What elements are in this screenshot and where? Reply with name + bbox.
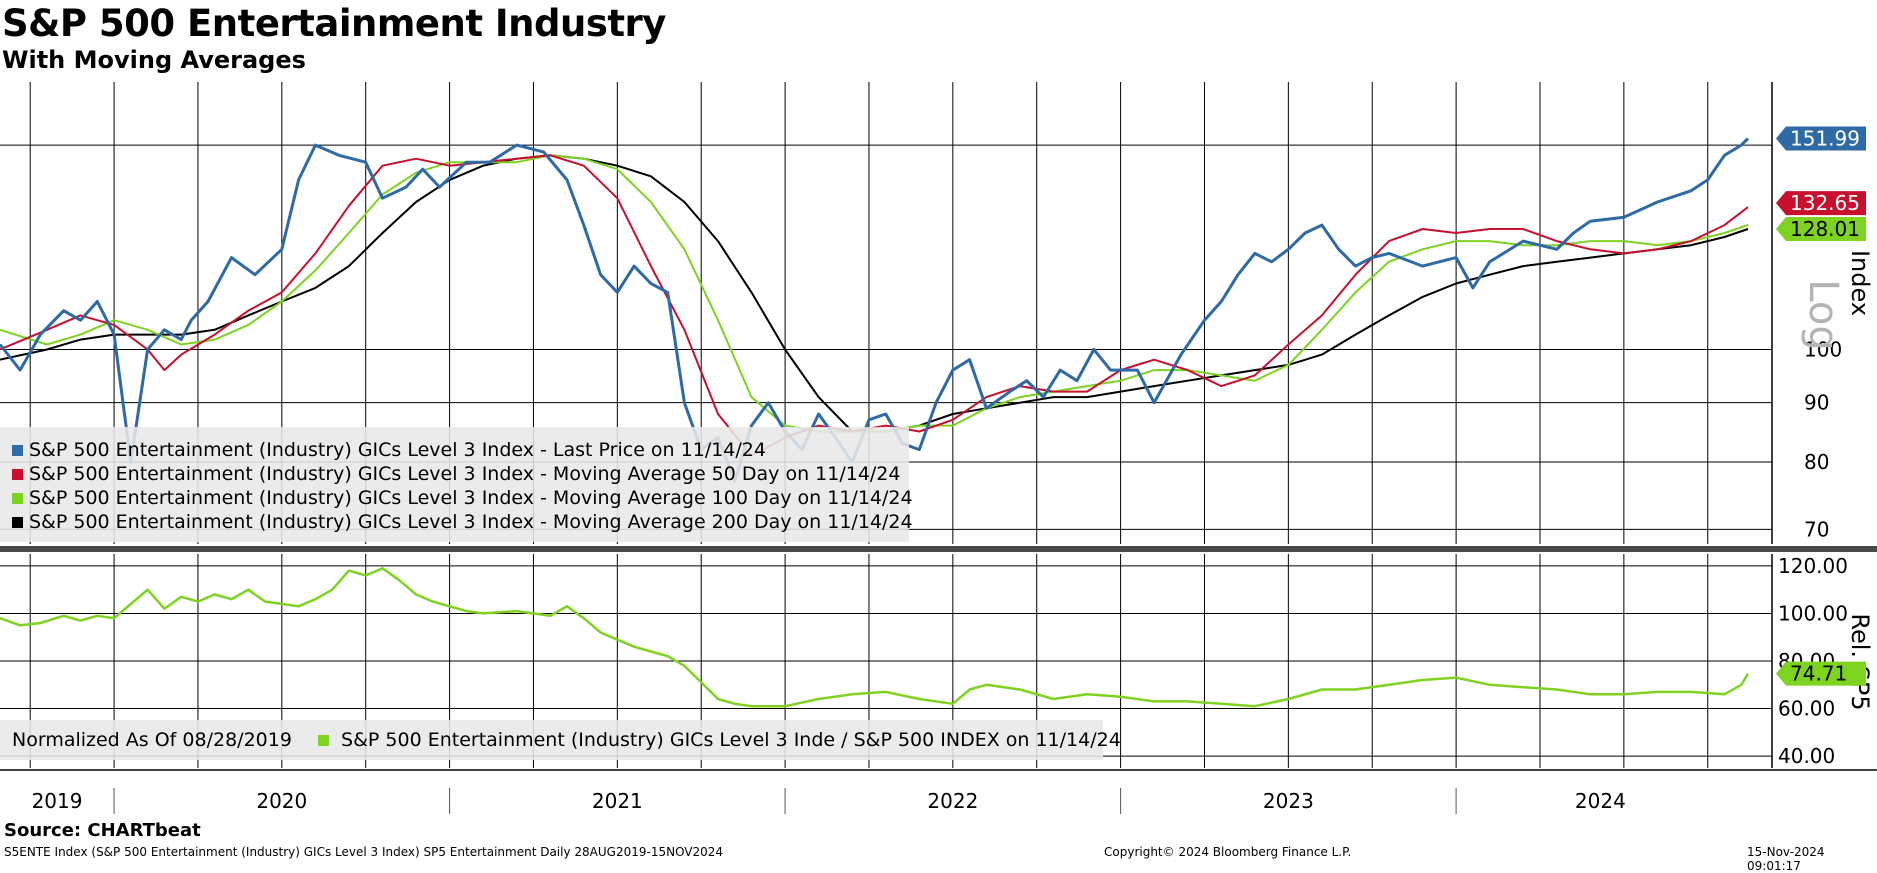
footer-copyright: Copyright© 2024 Bloomberg Finance L.P. bbox=[1104, 845, 1352, 859]
legend-swatch bbox=[12, 469, 23, 480]
y-tick-label: 40.00 bbox=[1778, 744, 1835, 768]
x-tick-label: 2020 bbox=[256, 789, 307, 813]
y-tick-label: 70 bbox=[1804, 517, 1829, 541]
value-badge: 151.99 bbox=[1776, 126, 1866, 151]
y-axis-title: Index bbox=[1846, 250, 1874, 316]
series-line-ma100 bbox=[0, 154, 1749, 433]
source-note: Source: CHARTbeat bbox=[4, 820, 201, 841]
chart-subtitle: With Moving Averages bbox=[2, 46, 306, 74]
footer-description: S5ENTE Index (S&P 500 Entertainment (Ind… bbox=[4, 845, 724, 859]
normalized-label: Normalized As Of 08/28/2019 bbox=[12, 729, 292, 751]
legend-swatch bbox=[12, 517, 23, 528]
series-line-ma200 bbox=[0, 154, 1749, 433]
value-badge-shape bbox=[1776, 191, 1866, 216]
legend-label: S&P 500 Entertainment (Industry) GICs Le… bbox=[29, 511, 913, 533]
legend-label: S&P 500 Entertainment (Industry) GICs Le… bbox=[29, 487, 913, 509]
legend-item-ma100: S&P 500 Entertainment (Industry) GICs Le… bbox=[12, 486, 913, 510]
legend-top: S&P 500 Entertainment (Industry) GICs Le… bbox=[0, 427, 913, 542]
legend-swatch bbox=[317, 735, 329, 746]
value-badge-label: 74.71 bbox=[1790, 662, 1847, 686]
legend-item-last-price: S&P 500 Entertainment (Industry) GICs Le… bbox=[12, 438, 909, 462]
value-badge: 128.01 bbox=[1776, 217, 1866, 242]
x-tick-label: 2024 bbox=[1575, 789, 1626, 813]
y-tick-label: 100 bbox=[1804, 338, 1842, 362]
value-badge-shape bbox=[1776, 217, 1866, 242]
y-tick-label: 60.00 bbox=[1778, 697, 1835, 721]
value-badge: 132.65 bbox=[1776, 191, 1866, 216]
legend-swatch bbox=[12, 493, 23, 504]
y-tick-label: 100.00 bbox=[1778, 601, 1848, 625]
value-badge-label: 128.01 bbox=[1790, 217, 1860, 241]
x-tick-label: 2021 bbox=[592, 789, 643, 813]
value-badge: 74.71 bbox=[1776, 661, 1866, 686]
x-tick-label: 2023 bbox=[1263, 789, 1314, 813]
x-tick-label: 2019 bbox=[32, 789, 83, 813]
panel-separator bbox=[0, 546, 1877, 552]
value-badge-shape bbox=[1776, 126, 1866, 151]
legend-item-ma200: S&P 500 Entertainment (Industry) GICs Le… bbox=[12, 510, 913, 534]
legend-item-ma50: S&P 500 Entertainment (Industry) GICs Le… bbox=[12, 462, 909, 486]
legend-label: S&P 500 Entertainment (Industry) GICs Le… bbox=[29, 463, 901, 485]
y-tick-label: 120.00 bbox=[1778, 554, 1848, 578]
y-tick-label: 80 bbox=[1804, 450, 1829, 474]
value-badge-label: 151.99 bbox=[1790, 126, 1860, 150]
legend-bottom: Normalized As Of 08/28/2019 S&P 500 Ente… bbox=[0, 720, 1121, 760]
y-tick-label: 90 bbox=[1804, 391, 1829, 415]
footer-timestamp: 15-Nov-2024 09:01:17 bbox=[1747, 845, 1825, 873]
legend-label: S&P 500 Entertainment (Industry) GICs Le… bbox=[29, 439, 766, 461]
series-layer bbox=[0, 137, 1750, 708]
legend-swatch bbox=[12, 445, 23, 456]
value-badge-shape bbox=[1776, 661, 1866, 686]
series-line-ma50 bbox=[0, 154, 1749, 457]
log-scale-label: Log bbox=[1800, 279, 1846, 350]
value-badge-label: 132.65 bbox=[1790, 191, 1860, 215]
grid-lines bbox=[0, 82, 1772, 768]
legend-label-relative: S&P 500 Entertainment (Industry) GICs Le… bbox=[341, 729, 1121, 751]
series-line-relative bbox=[0, 567, 1750, 708]
x-tick-label: 2022 bbox=[927, 789, 978, 813]
chart-title: S&P 500 Entertainment Industry bbox=[2, 2, 666, 45]
